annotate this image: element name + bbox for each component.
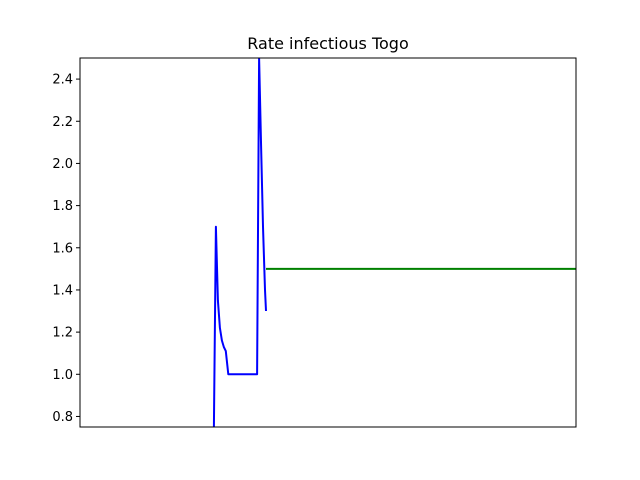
y-tick-label: 1.0: [52, 368, 73, 383]
y-tick-label: 2.0: [52, 157, 73, 172]
y-tick-label: 1.6: [52, 241, 73, 256]
y-tick-label: 0.8: [52, 410, 73, 425]
axes-frame: [79, 57, 577, 428]
chart-title: Rate infectious Togo: [247, 34, 409, 53]
y-tick-label: 2.2: [52, 115, 73, 130]
series-line-1: [212, 58, 267, 427]
plot-area: [212, 58, 576, 427]
y-tick-label: 2.4: [52, 73, 73, 88]
y-tick-label: 1.4: [52, 283, 73, 298]
y-tick-label: 1.8: [52, 199, 73, 214]
y-axis: 0.8 1.0 1.2 1.4 1.6 1.8 2.0 2.2 2.4: [52, 73, 80, 425]
y-tick-label: 1.2: [52, 326, 73, 341]
